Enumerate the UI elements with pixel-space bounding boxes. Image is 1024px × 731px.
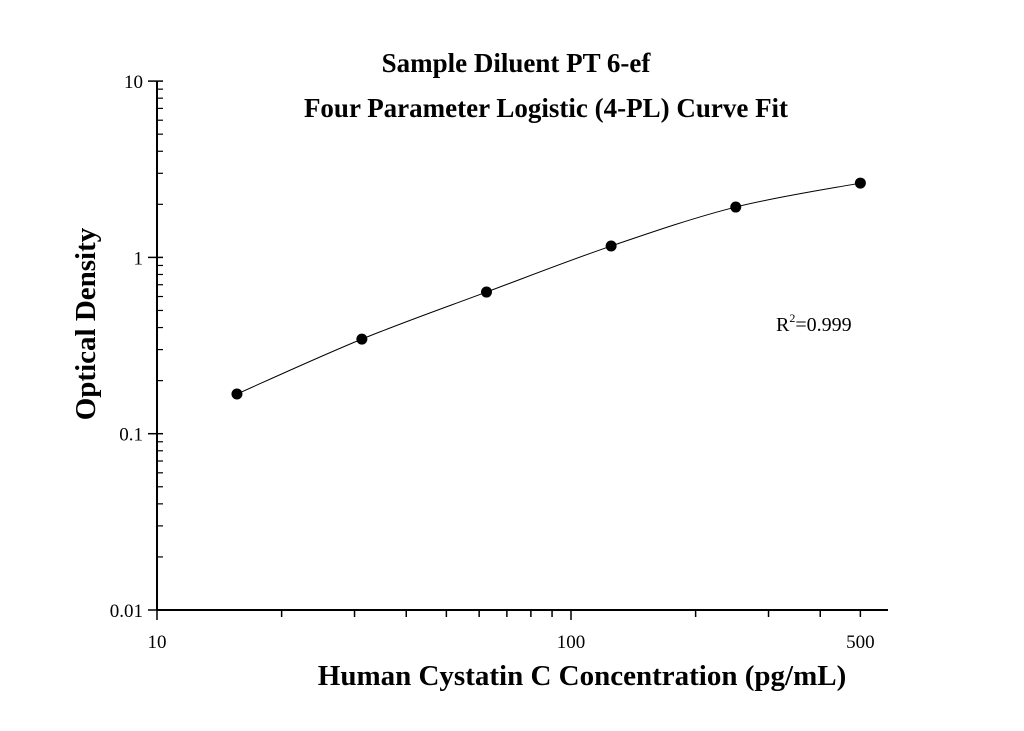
chart-title: Sample Diluent PT 6-ef [382,48,652,78]
y-tick-label: 0.01 [110,601,143,622]
x-tick-label: 500 [846,632,875,653]
y-tick-label: 0.1 [119,425,143,446]
x-tick-label: 10 [148,632,167,653]
chart-subtitle: Four Parameter Logistic (4-PL) Curve Fit [304,93,788,123]
data-point [730,201,742,213]
y-axis-label: Optical Density [70,227,102,420]
x-tick-label: 100 [557,632,586,653]
y-tick-label: 10 [124,72,143,93]
data-point [356,333,368,345]
data-point [480,286,492,298]
x-axis-label: Human Cystatin C Concentration (pg/mL) [318,660,846,692]
fit-curve [236,182,861,395]
data-point [854,177,866,189]
y-tick-label: 1 [134,248,144,269]
data-point [231,388,243,400]
r-squared-annotation: R2=0.999 [776,311,852,336]
data-points [231,177,866,400]
axes: 0.01 0.1 1 10 10 100 500 [110,72,888,653]
data-point [605,240,617,252]
